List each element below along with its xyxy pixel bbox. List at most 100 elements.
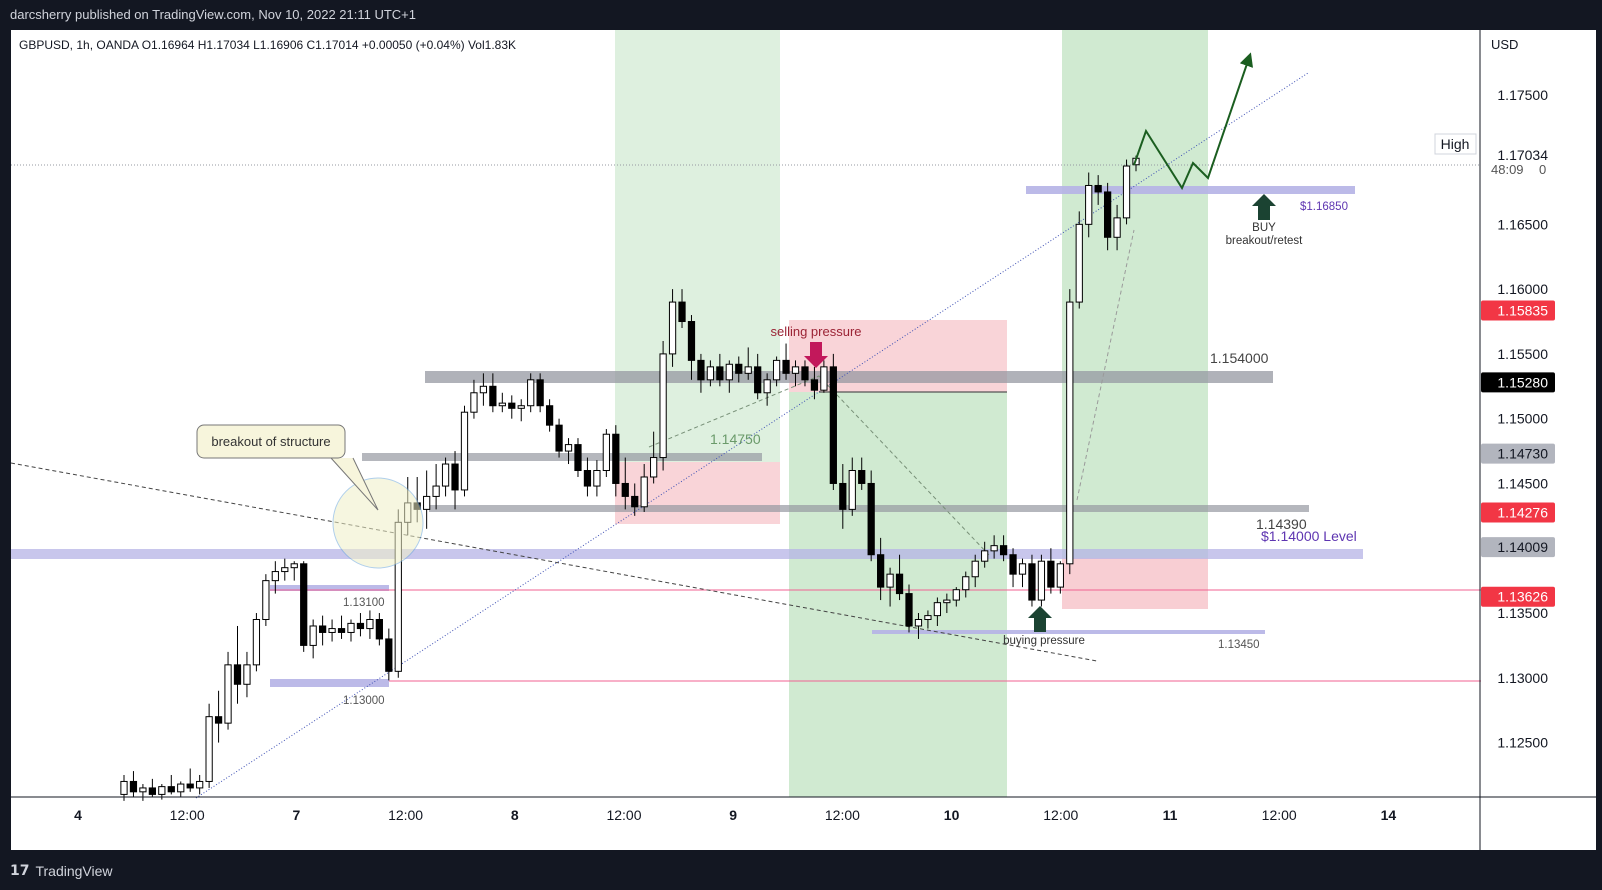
candle [952,587,960,607]
candle [791,360,800,387]
price-chart[interactable]: breakout of structure selling pressure b… [10,30,1596,850]
candle [432,464,440,510]
candle [981,541,989,568]
candle [772,356,781,387]
axis-currency: USD [1491,37,1518,52]
candle [356,613,365,637]
level-1310-band [270,585,389,591]
candle [612,425,620,497]
level-1475-band [362,453,762,461]
chart-panel[interactable]: breakout of structure selling pressure b… [10,30,1596,850]
candle [716,353,724,387]
x-tick-label: 14 [1381,807,1397,823]
candle [1018,558,1027,588]
candle [489,373,497,413]
candle [867,470,875,562]
candle [564,438,573,465]
y-tick-label: 1.17034 [1497,147,1548,163]
symbol-info: GBPUSD, 1h, OANDA O1.16964 H1.17034 L1.1… [19,38,516,52]
candle [243,651,251,698]
candle [1037,554,1046,607]
publisher-bar: darcsherry published on TradingView.com,… [0,0,1602,30]
candle [1085,172,1093,238]
level-1345-label: 1.13450 [1218,639,1260,651]
level-154-label: 1.154000 [1210,350,1269,366]
high-tag-box [1434,133,1477,155]
y-tick-label: 1.15835 [1497,302,1548,318]
x-tick-label: 8 [511,807,519,823]
x-tick-label: 12:00 [606,807,641,823]
candle [1066,289,1074,575]
candle [810,366,819,400]
candle [650,431,658,484]
candle [545,399,554,432]
candle [990,535,998,559]
candle [186,768,194,792]
candle [233,625,242,704]
candle [763,373,771,406]
y-tick-label: 1.15280 [1497,374,1548,390]
candle [224,651,232,730]
candle [167,774,175,795]
high-tag: High [1441,136,1470,152]
candle [309,619,317,659]
candle [858,457,866,490]
y-tick-label: 1.14500 [1497,475,1548,491]
long-zone-2 [789,392,1007,797]
breakout-callout-box [196,424,346,459]
candle [337,615,346,639]
y-tick-label: 1.15500 [1497,346,1548,362]
x-tick-label: 4 [74,807,82,823]
candle [508,395,516,419]
selling-pressure-label: selling pressure [770,324,861,339]
candle [602,429,610,477]
trendline-down [10,462,1098,662]
buying-pressure-label: buying pressure [1003,635,1085,647]
y-tick-label: 1.14730 [1497,446,1548,462]
candle [148,778,156,797]
candle [177,781,185,797]
candle [640,464,648,512]
candle [1094,175,1102,205]
candle [205,703,213,788]
candle [347,619,355,642]
candle [318,615,327,646]
candle [129,771,138,797]
y-tick-label: 1.15000 [1497,411,1548,427]
candle [1047,548,1055,594]
candle [385,628,393,681]
candle [886,567,894,607]
candle [621,457,629,510]
tradingview-brand: TradingView [35,863,113,879]
candle [536,373,544,413]
tradingview-logo[interactable]: 17 TradingView [10,863,113,879]
breakout-label: breakout of structure [211,434,330,449]
level-1439-label: 1.14390 [1256,516,1307,532]
x-tick-label: 7 [293,807,301,823]
candle [441,457,450,497]
candle [290,561,298,581]
y-tick-label: 1.16500 [1497,216,1548,232]
candle [1028,554,1036,607]
candle [262,574,270,626]
candle [498,392,506,413]
y-tick-label: 1.16000 [1497,281,1548,297]
candle [782,343,790,380]
price-tag-box [1481,372,1555,393]
candle [1056,561,1064,594]
level-1310-label: 1.13100 [343,597,385,609]
candle [423,470,431,529]
candle [1009,548,1017,588]
level-1300-label: 1.13000 [343,695,385,707]
candle [451,451,459,510]
candle [593,460,601,497]
candle [725,360,733,393]
risk-zone-3 [1062,558,1208,609]
candle [574,438,582,477]
projection-arrow [1133,52,1254,191]
candle [460,405,469,497]
candle [555,418,563,458]
candle [706,360,715,387]
candle [366,610,374,639]
level-1475-label: 1.14750 [710,431,761,447]
